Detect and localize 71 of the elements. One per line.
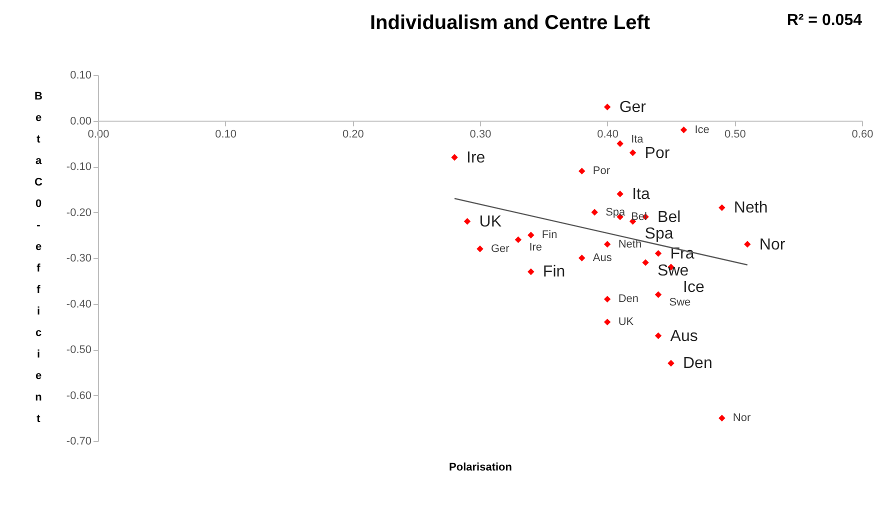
point	[718, 414, 726, 422]
data-label: Nor	[759, 236, 786, 254]
point	[654, 291, 662, 298]
point	[629, 149, 636, 156]
data-label: Swe	[669, 296, 691, 309]
data-label: Aus	[592, 252, 612, 264]
point	[451, 154, 458, 161]
data-label: UK	[479, 213, 502, 230]
text: Beta C0-efficient	[34, 90, 42, 425]
point	[744, 240, 751, 248]
x-tick-label: 0.30	[470, 128, 492, 140]
chart-title: Individualism and Centre Left	[370, 12, 650, 34]
data-label: Fin	[542, 229, 558, 242]
y-tick-label: -0.60	[66, 390, 92, 402]
data-label: Por	[644, 144, 670, 162]
data-label: Ire	[529, 242, 542, 254]
data-label: Spa	[606, 206, 626, 218]
point	[514, 236, 522, 244]
point	[680, 126, 688, 134]
point	[578, 168, 586, 174]
y-tick-label: -0.20	[66, 206, 92, 219]
point	[654, 332, 662, 340]
x-tick-label: 0.50	[724, 128, 746, 140]
data-label: Ice	[683, 279, 704, 296]
data-label: Den	[618, 293, 639, 306]
point	[616, 190, 624, 198]
point	[604, 104, 611, 110]
data-label: Neth	[618, 238, 642, 250]
data-label: Aus	[670, 328, 698, 345]
data-label: Den	[683, 355, 712, 372]
data-label: Bel	[658, 208, 681, 226]
data-label: Por	[592, 165, 610, 178]
x-tick-label: 0.20	[342, 128, 364, 140]
point	[528, 268, 534, 276]
point	[604, 296, 611, 303]
point	[476, 245, 484, 252]
point	[654, 250, 662, 257]
x-axis-title: Polarisation	[449, 462, 512, 474]
data-label: Fin	[542, 264, 566, 281]
point	[604, 318, 611, 326]
y-tick-label: -0.50	[66, 344, 92, 356]
data-label: Ita	[631, 134, 644, 146]
y-tick-label: 0.00	[70, 115, 92, 128]
x-tick-label: 0.60	[852, 128, 874, 140]
point	[604, 240, 611, 248]
point	[616, 140, 624, 147]
data-label: Ice	[694, 124, 710, 136]
y-tick-label: -0.30	[66, 252, 92, 264]
point	[668, 360, 674, 367]
data-label: Spa	[644, 225, 674, 242]
data-label: Ire	[466, 149, 486, 166]
y-tick-label: 0.10	[70, 70, 92, 82]
data-label: Swe	[658, 262, 689, 280]
data-label: Nor	[732, 412, 751, 424]
point	[464, 218, 471, 225]
y-tick-label: -0.70	[66, 436, 92, 448]
point	[528, 232, 534, 238]
data-label: Neth	[734, 200, 768, 217]
y-tick-label: -0.40	[66, 298, 92, 310]
data-label: UK	[618, 316, 634, 328]
text: R² = 0.054	[786, 12, 862, 29]
point	[718, 204, 726, 212]
point	[642, 259, 649, 266]
data-label: Ger	[619, 99, 647, 116]
data-label: Ita	[632, 186, 650, 203]
point	[591, 208, 598, 216]
x-tick-label: 0.10	[215, 128, 237, 140]
x-tick-label: 0.40	[597, 128, 619, 140]
data-label: Ger	[491, 242, 510, 255]
y-tick-label: -0.10	[66, 161, 92, 173]
point	[578, 254, 586, 262]
